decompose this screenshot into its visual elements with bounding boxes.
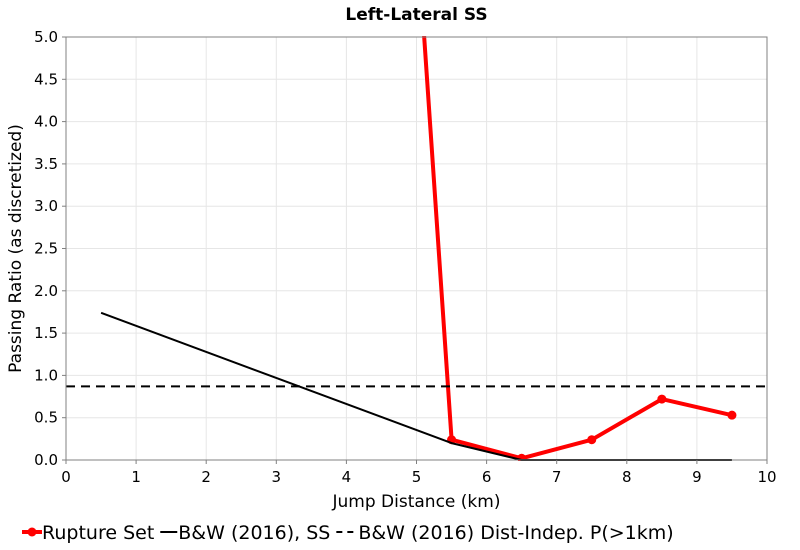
y-tick-label: 0.0 [34,451,58,469]
x-tick-label: 5 [412,468,422,486]
y-tick-label: 3.0 [34,197,58,215]
x-tick-label: 9 [692,468,702,486]
chart-title: Left-Lateral SS [345,5,487,25]
legend-label-1: B&W (2016), SS [178,522,330,544]
legend-label-2: B&W (2016) Dist-Indep. P(>1km) [358,522,673,544]
y-tick-label: 1.0 [34,366,58,384]
x-tick-label: 3 [272,468,282,486]
x-tick-label: 8 [622,468,632,486]
x-tick-label: 7 [552,468,562,486]
y-tick-label: 2.5 [34,240,58,258]
y-tick-label: 2.0 [34,282,58,300]
x-tick-label: 6 [482,468,492,486]
x-tick-label: 1 [131,468,141,486]
y-tick-label: 3.5 [34,155,58,173]
series-point-0 [587,435,597,445]
series-point-0 [727,410,737,420]
legend-marker [27,527,37,537]
axis-ticks: 0 1 2 3 4 5 6 7 8 9 10 0.0 0.5 1.0 1.5 2.0 2.5 3.0 3.5 4.0 4… [34,28,776,486]
x-tick-label: 4 [342,468,352,486]
x-tick-label: 2 [201,468,211,486]
series-point-0 [657,394,667,404]
legend-label-0: Rupture Set [42,522,154,544]
y-tick-label: 4.5 [34,70,58,88]
series-line-0 [422,36,733,461]
y-tick-label: 4.0 [34,113,58,131]
y-tick-label: 5.0 [34,28,58,46]
x-axis-label: Jump Distance (km) [332,492,501,512]
x-tick-label: 0 [61,468,71,486]
legend: Rupture Set B&W (2016), SS B&W (2016) Dist… [22,522,674,544]
legend-symbol-0 [22,527,42,537]
x-tick-label: 10 [757,468,776,486]
y-axis-label: Passing Ratio (as discretized) [6,124,26,373]
y-tick-label: 0.5 [34,409,58,427]
y-tick-label: 1.5 [34,324,58,342]
